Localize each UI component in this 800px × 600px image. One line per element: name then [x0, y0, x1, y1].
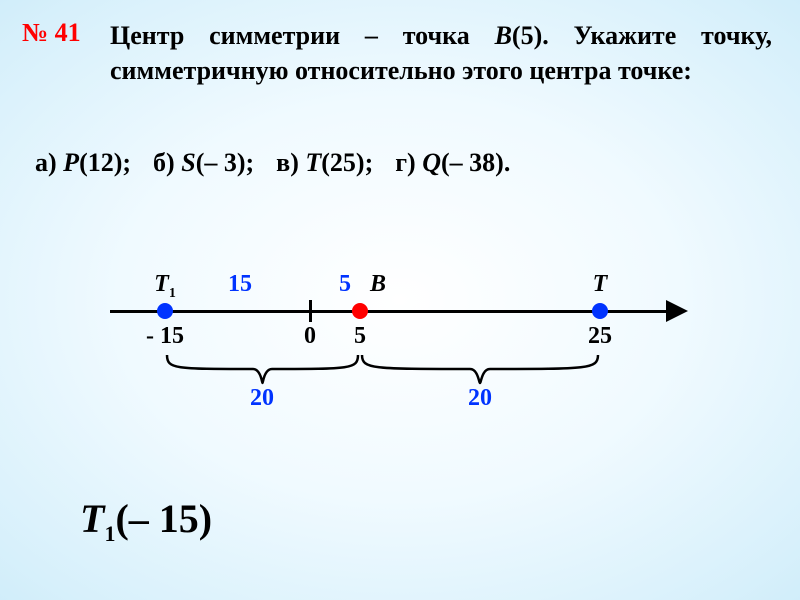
- point-t1-coord: - 15: [146, 323, 184, 350]
- subtasks-row: а) P(12); б) S(– 3); в) T(25); г) Q(– 38…: [35, 148, 772, 178]
- brace-right: [360, 353, 600, 387]
- subtask-b-label: б): [153, 148, 175, 177]
- subtask-v-label: в): [276, 148, 299, 177]
- brace-left: [165, 353, 360, 387]
- problem-text-p1: Центр симметрии – точка: [110, 21, 495, 50]
- subtask-v-var: T: [305, 148, 321, 177]
- subtask-b: б) S(– 3);: [153, 148, 254, 178]
- subtask-a-var: P: [63, 148, 79, 177]
- brace-left-label: 20: [250, 385, 274, 412]
- number-line: T1 - 15 15 0 5 B 5 T 25 20 20: [110, 275, 700, 425]
- problem-text: Центр симметрии – точка B(5). Укажите то…: [110, 18, 772, 88]
- subtask-g-arg: (– 38).: [441, 148, 510, 177]
- point-b-topval: 5: [339, 271, 351, 298]
- subtask-v: в) T(25);: [276, 148, 373, 178]
- problem-text-var: B: [495, 21, 512, 50]
- arrow-head-icon: [666, 300, 688, 322]
- problem-number: № 41: [22, 18, 81, 48]
- subtask-g: г) Q(– 38).: [395, 148, 510, 178]
- answer: T1(– 15): [80, 495, 212, 547]
- point-t-name: T: [593, 271, 608, 298]
- point-b: [352, 303, 368, 319]
- brace-right-label: 20: [468, 385, 492, 412]
- subtask-b-var: S: [181, 148, 195, 177]
- subtask-a-label: а): [35, 148, 57, 177]
- subtask-v-arg: (25);: [321, 148, 373, 177]
- point-t1: [157, 303, 173, 319]
- axis-line: [110, 310, 670, 313]
- point-t: [592, 303, 608, 319]
- subtask-a-arg: (12);: [79, 148, 131, 177]
- zero-label: 0: [304, 323, 316, 350]
- subtask-g-var: Q: [422, 148, 441, 177]
- tick-zero: [309, 300, 312, 322]
- point-t-coord: 25: [588, 323, 612, 350]
- point-b-name: B: [370, 271, 386, 298]
- answer-arg: (– 15): [115, 496, 212, 541]
- distance-15: 15: [228, 271, 252, 298]
- answer-var: T: [80, 496, 104, 541]
- point-b-coord: 5: [354, 323, 366, 350]
- point-t1-name: T1: [154, 271, 176, 302]
- subtask-a: а) P(12);: [35, 148, 131, 178]
- subtask-b-arg: (– 3);: [196, 148, 254, 177]
- subtask-g-label: г): [395, 148, 415, 177]
- answer-sub: 1: [104, 521, 115, 546]
